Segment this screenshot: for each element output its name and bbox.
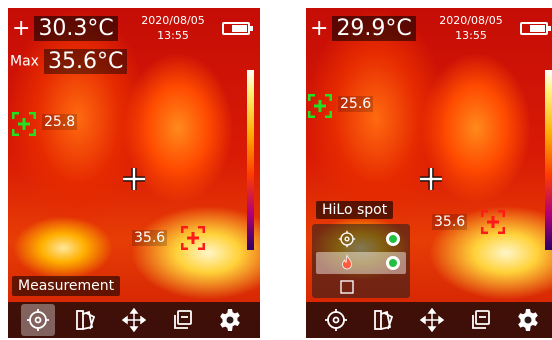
palette-icon	[76, 310, 96, 330]
image-mode-button[interactable]	[463, 304, 497, 336]
palette-button[interactable]	[367, 304, 401, 336]
move-button[interactable]	[117, 304, 151, 336]
bottom-toolbar	[8, 302, 260, 338]
high-spot-value: 35.6	[132, 230, 168, 246]
mode-label: Measurement	[12, 276, 121, 296]
settings-icon	[220, 309, 240, 331]
bottom-toolbar	[306, 302, 552, 338]
center-plus-icon: +	[12, 16, 31, 41]
low-spot-icon	[308, 94, 332, 118]
high-spot-icon	[481, 210, 505, 234]
color-palette-bar	[247, 70, 254, 250]
center-crosshair-icon	[122, 167, 146, 191]
max-temperature-readout: Max 35.6°C	[10, 49, 128, 74]
measurement-icon	[27, 309, 49, 331]
high-spot-toggle[interactable]	[386, 256, 400, 270]
center-temperature-readout: +30.3°C	[12, 16, 118, 41]
area-box-icon	[338, 278, 356, 296]
center-plus-icon: +	[310, 16, 329, 41]
hilo-option-area[interactable]	[316, 276, 406, 298]
center-temperature-value: 30.3°C	[34, 16, 118, 41]
image-mode-icon	[472, 310, 490, 329]
measurement-button[interactable]	[319, 304, 353, 336]
date-text: 2020/08/05	[141, 14, 205, 27]
settings-button[interactable]	[511, 304, 545, 336]
max-temperature-value: 35.6°C	[44, 49, 128, 74]
image-mode-button[interactable]	[165, 304, 199, 336]
battery-icon	[520, 22, 551, 35]
move-icon	[122, 308, 146, 332]
max-label: Max	[10, 53, 39, 70]
date-time: 2020/08/05 13:55	[436, 13, 506, 43]
center-temperature-readout: +29.9°C	[310, 16, 416, 41]
palette-icon	[374, 310, 394, 330]
color-palette-bar	[545, 70, 552, 250]
move-icon	[420, 308, 444, 332]
thermal-screen-measurement: +30.3°C 2020/08/05 13:55 Max 35.6°C 25.8…	[8, 8, 260, 338]
high-spot-value: 35.6	[432, 214, 468, 230]
high-spot-icon	[181, 226, 205, 250]
date-time: 2020/08/05 13:55	[138, 13, 208, 43]
thermal-screen-hilo: +29.9°C 2020/08/05 13:55 25.6 35.6 HiLo …	[306, 8, 552, 338]
settings-button[interactable]	[213, 304, 247, 336]
center-crosshair-icon	[419, 167, 443, 191]
move-button[interactable]	[415, 304, 449, 336]
battery-icon	[222, 22, 253, 35]
date-text: 2020/08/05	[439, 14, 503, 27]
time-text: 13:55	[157, 29, 189, 42]
low-spot-icon	[12, 112, 36, 136]
settings-icon	[518, 309, 538, 331]
measurement-icon	[325, 309, 347, 331]
time-text: 13:55	[455, 29, 487, 42]
low-spot-value: 25.6	[338, 96, 374, 112]
measurement-button[interactable]	[21, 304, 55, 336]
low-spot-value: 25.8	[42, 114, 78, 130]
low-spot-icon	[338, 230, 356, 248]
hilo-option-low-spot[interactable]	[316, 228, 406, 250]
flame-icon	[338, 254, 356, 272]
center-temperature-value: 29.9°C	[332, 16, 416, 41]
hilo-menu-title: HiLo spot	[316, 201, 394, 219]
image-mode-icon	[174, 310, 192, 329]
hilo-spot-menu	[312, 224, 410, 298]
low-spot-toggle[interactable]	[386, 232, 400, 246]
palette-button[interactable]	[69, 304, 103, 336]
hilo-option-high-spot[interactable]	[316, 252, 406, 274]
